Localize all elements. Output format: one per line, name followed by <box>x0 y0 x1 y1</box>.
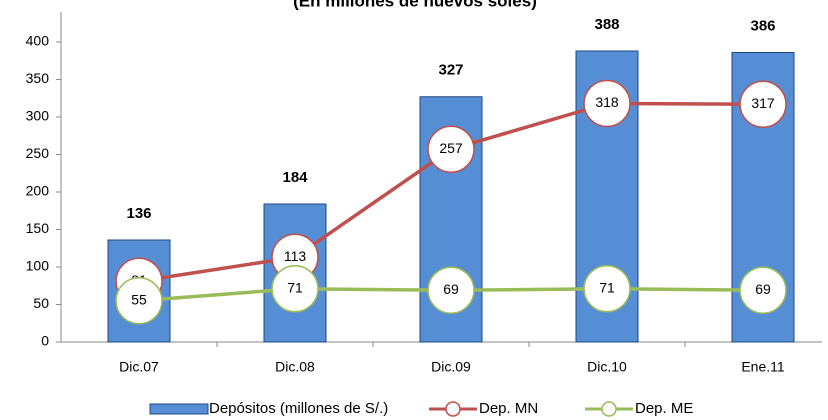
marker <box>739 80 787 128</box>
y-tick-label: 50 <box>33 295 49 311</box>
data-label: 327 <box>438 62 463 79</box>
x-tick-label: Ene.11 <box>741 359 785 375</box>
data-label: 317 <box>751 95 775 111</box>
y-tick-label: 100 <box>26 258 50 274</box>
marker <box>271 265 319 313</box>
data-label: 55 <box>131 291 147 307</box>
data-label: 386 <box>750 17 775 34</box>
marker <box>427 266 475 314</box>
marker <box>115 277 163 325</box>
y-tick-label: 200 <box>26 183 50 199</box>
x-tick-label: Dic.10 <box>587 359 627 375</box>
data-label: 318 <box>595 94 619 110</box>
x-tick-label: Dic.07 <box>119 359 159 375</box>
y-tick-label: 300 <box>26 108 50 124</box>
data-label: 69 <box>443 281 459 297</box>
marker <box>427 125 475 173</box>
legend-swatch <box>601 401 617 417</box>
x-tick-label: Dic.08 <box>275 359 315 375</box>
data-label: 184 <box>282 169 308 186</box>
chart-title: (En millones de nuevos soles) <box>293 0 537 10</box>
y-tick-label: 250 <box>26 145 50 161</box>
data-label: 69 <box>755 281 771 297</box>
legend-label: Dep. ME <box>635 400 693 417</box>
marker <box>583 265 631 313</box>
y-tick-label: 150 <box>26 220 50 236</box>
marker <box>583 79 631 128</box>
legend-label: Depósitos (millones de S/.) <box>209 400 388 417</box>
y-tick-label: 400 <box>26 33 50 49</box>
marker <box>739 266 787 314</box>
data-label: 257 <box>439 140 463 156</box>
legend-swatch <box>149 403 209 415</box>
data-label: 388 <box>594 16 619 33</box>
legend-swatch <box>445 401 461 417</box>
x-tick-label: Dic.09 <box>431 359 471 375</box>
y-tick-label: 350 <box>26 70 50 86</box>
y-tick-label: 0 <box>41 333 49 349</box>
data-label: 71 <box>599 279 615 295</box>
legend-label: Dep. MN <box>479 400 538 417</box>
data-label: 71 <box>287 279 303 295</box>
data-label: 136 <box>126 205 151 222</box>
data-label: 113 <box>284 248 307 264</box>
